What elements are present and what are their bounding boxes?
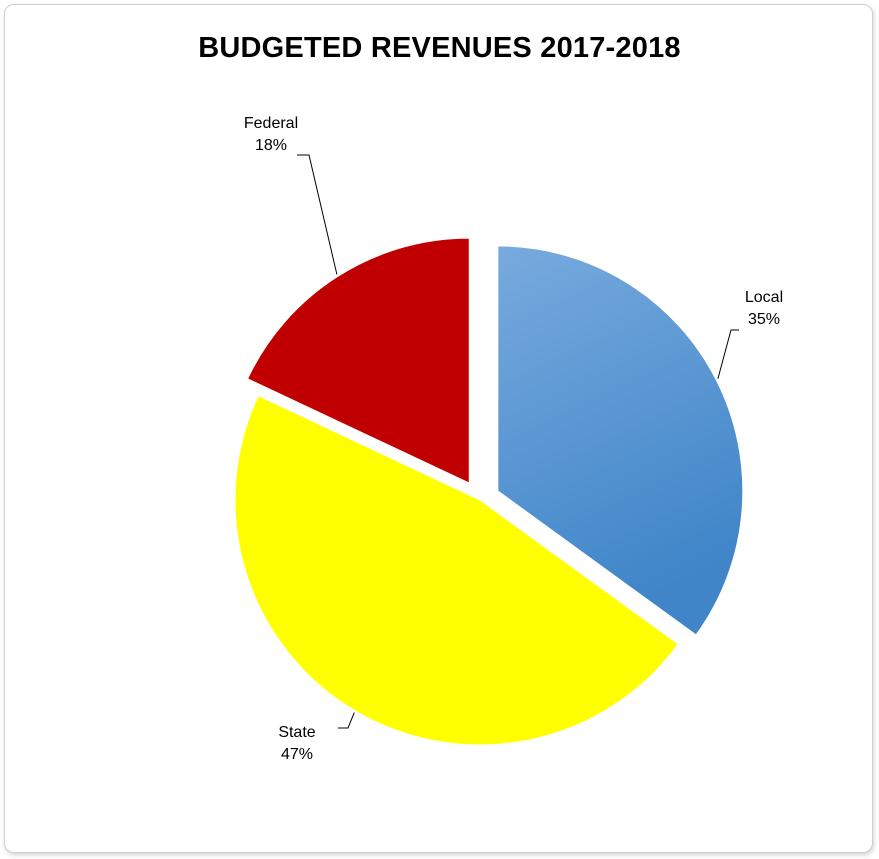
pie-slice-federal [246, 237, 470, 484]
data-label-name-local: Local [745, 289, 783, 306]
leader-line-local [717, 329, 739, 379]
pie-slice-local [497, 245, 744, 636]
data-label-name-state: State [278, 724, 315, 741]
leader-line-federal [297, 154, 338, 275]
data-label-name-federal: Federal [244, 115, 298, 132]
data-label-value-federal: 18% [255, 137, 287, 154]
data-label-value-state: 47% [281, 746, 313, 763]
data-label-value-local: 35% [748, 311, 780, 328]
pie-slice-state [234, 395, 679, 746]
leader-line-state [338, 712, 355, 729]
chart-title: BUDGETED REVENUES 2017-2018 [198, 32, 681, 64]
